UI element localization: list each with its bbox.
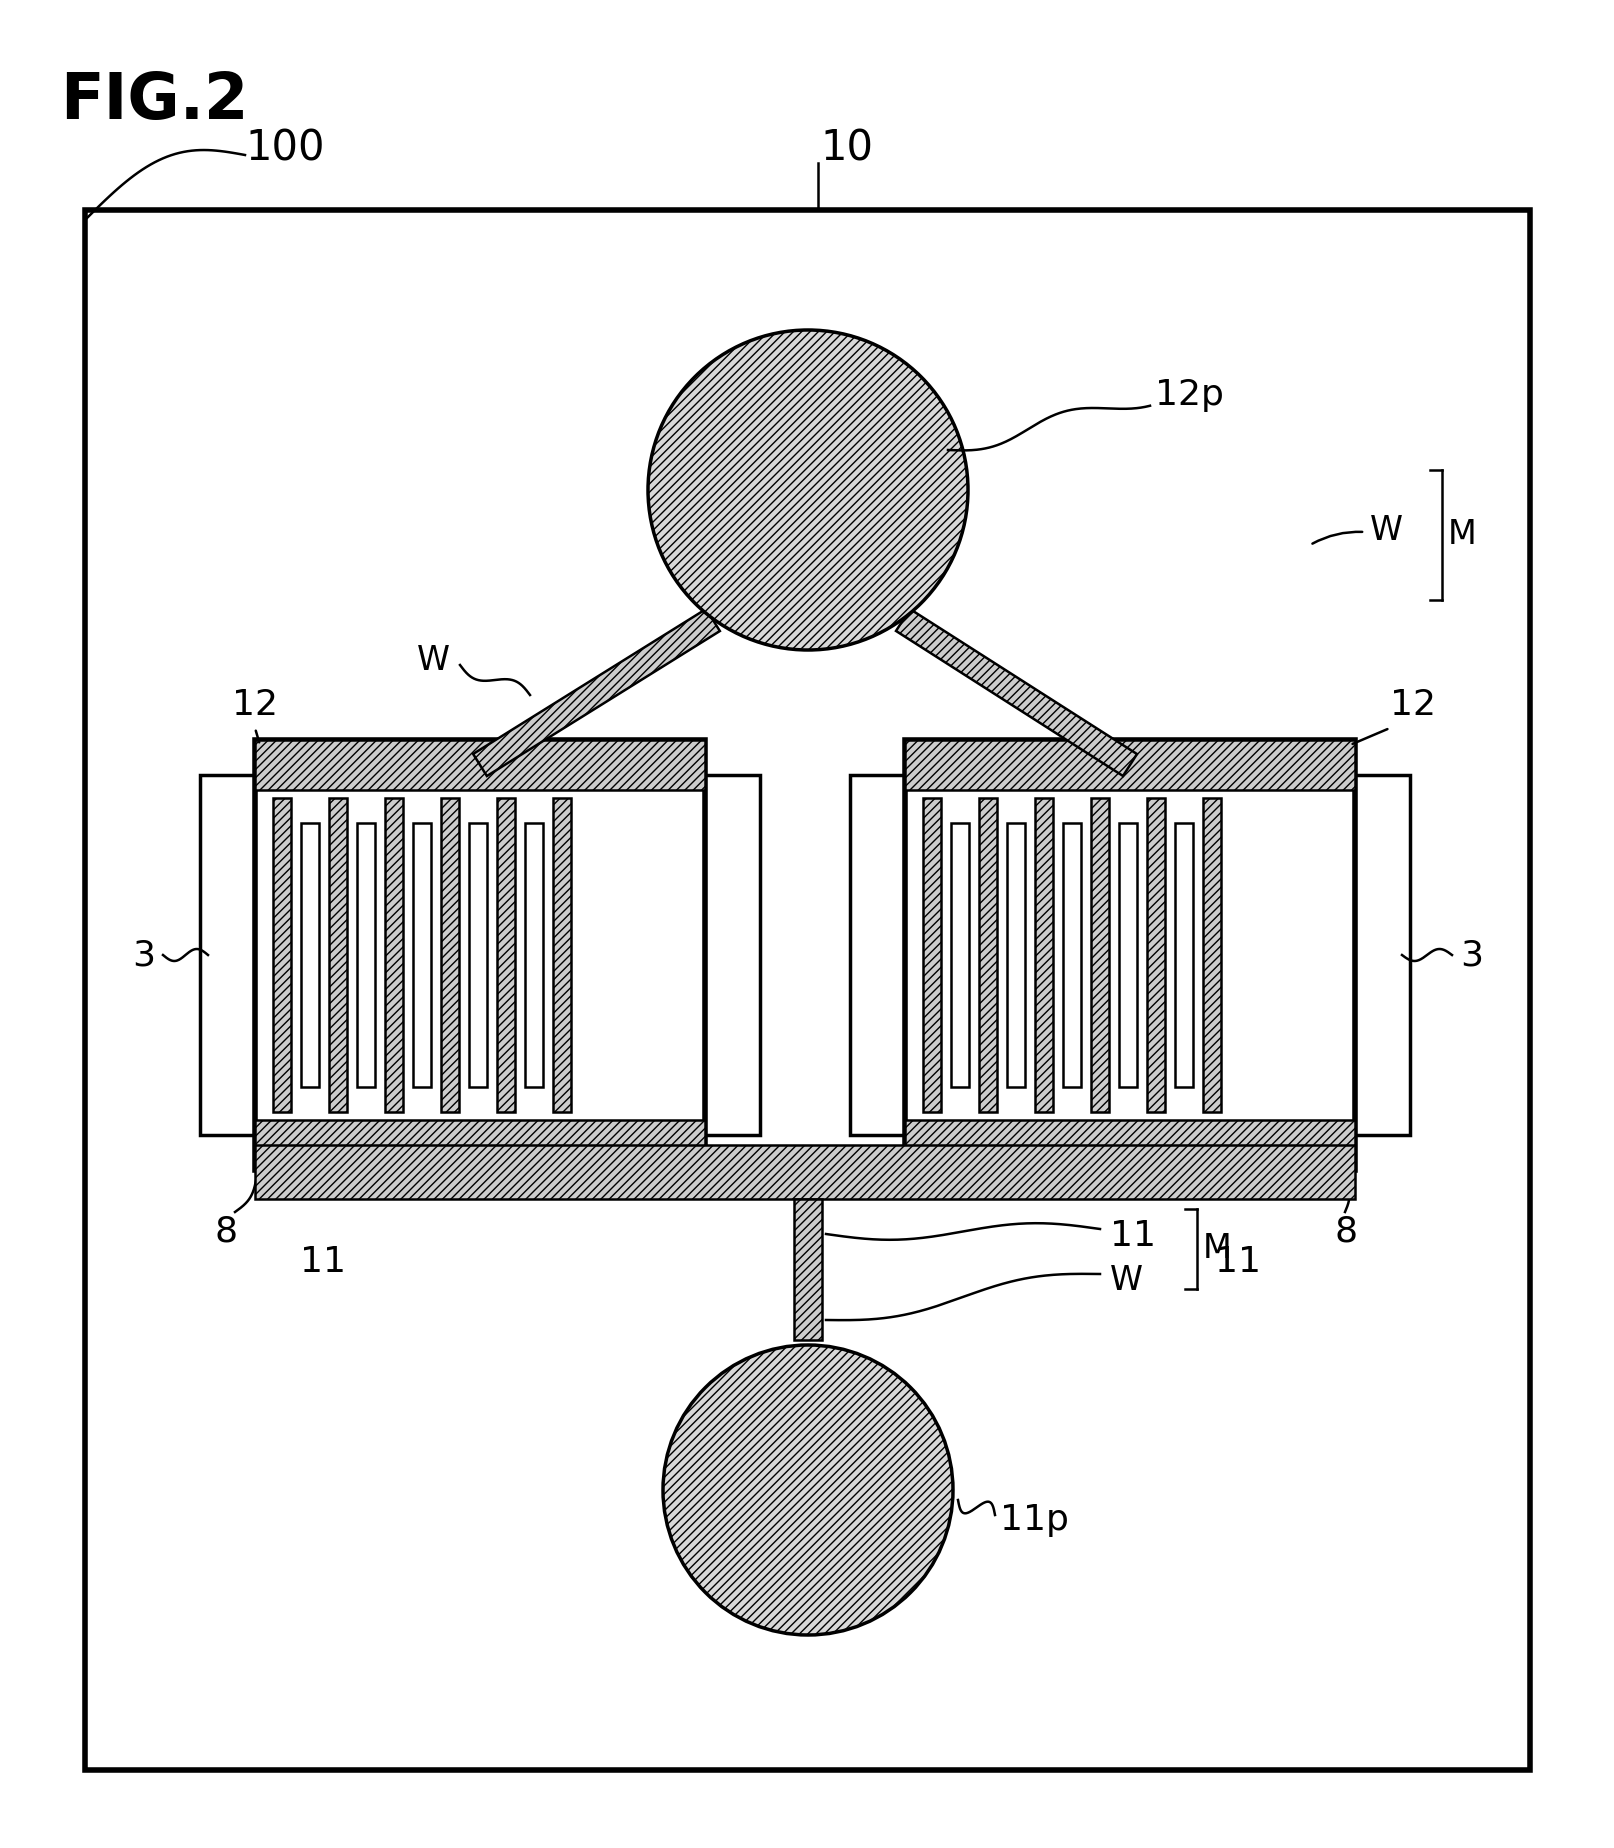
Bar [357,822,374,1087]
Bar [1202,798,1220,1112]
Bar [329,798,347,1112]
Text: FIG.2: FIG.2 [60,70,249,131]
Text: M: M [1202,1233,1231,1266]
Text: 8: 8 [215,1214,237,1249]
Text: W: W [1369,514,1403,547]
Text: 10: 10 [820,128,873,168]
Bar [552,798,571,1112]
Bar [255,1120,705,1170]
Bar [978,798,996,1112]
Bar [273,798,291,1112]
Bar [255,1146,1354,1199]
Bar [200,774,760,1135]
Polygon shape [473,610,720,776]
Bar [497,798,515,1112]
Bar [1119,822,1136,1087]
Bar [1062,822,1080,1087]
Text: 11: 11 [300,1246,345,1279]
Bar [849,774,1409,1135]
Text: W: W [416,643,450,676]
Bar [923,798,941,1112]
Circle shape [663,1345,952,1635]
Bar [904,739,1354,1170]
Bar [300,822,320,1087]
Bar [441,798,458,1112]
Bar [525,822,542,1087]
Bar [255,739,705,789]
Bar [255,739,705,1170]
Bar [904,1120,1354,1170]
Bar [1035,798,1052,1112]
Text: 12: 12 [1390,687,1435,723]
Bar [904,739,1354,789]
Bar [86,211,1528,1770]
Bar [1091,798,1109,1112]
Bar [1175,822,1193,1087]
Circle shape [647,331,967,650]
Bar [951,822,968,1087]
Bar [468,822,487,1087]
Text: 11: 11 [1109,1220,1156,1253]
Bar [1146,798,1164,1112]
Text: M: M [1448,519,1475,551]
Polygon shape [896,610,1136,776]
Bar [384,798,404,1112]
Polygon shape [794,1199,822,1340]
Bar [1007,822,1025,1087]
Text: 11p: 11p [999,1502,1068,1538]
Text: 3: 3 [132,939,155,972]
Text: 100: 100 [245,128,324,168]
Text: 11: 11 [1214,1246,1261,1279]
Bar [413,822,431,1087]
Text: 3: 3 [1459,939,1482,972]
Text: 12p: 12p [1154,379,1223,412]
Text: 12: 12 [232,687,278,723]
Text: W: W [1109,1264,1143,1297]
Text: 8: 8 [1335,1214,1357,1249]
